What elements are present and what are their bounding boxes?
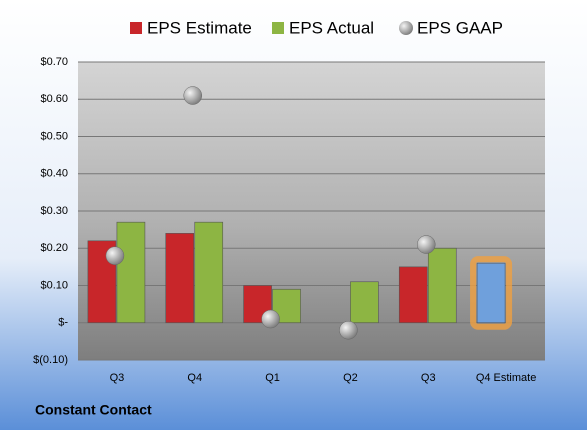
caption: Constant Contact (35, 402, 152, 418)
bar (476, 262, 506, 324)
y-tick-label: $0.50 (40, 130, 68, 142)
bar (116, 221, 146, 324)
y-tick-label: $0.30 (40, 205, 68, 217)
x-tick-label: Q3 (110, 372, 125, 384)
y-tick-label: $0.70 (40, 56, 68, 68)
bar (165, 233, 195, 324)
legend-marker (399, 21, 413, 35)
y-tick-label: $- (58, 317, 68, 329)
gaap-marker (417, 235, 436, 254)
gaap-marker (183, 86, 202, 105)
gaap-marker (105, 246, 125, 265)
legend-label: EPS Actual (289, 18, 374, 37)
y-tick-label: $0.10 (40, 279, 68, 291)
bar (87, 240, 117, 324)
x-tick-label: Q4 Estimate (476, 372, 537, 384)
x-tick-label: Q3 (421, 372, 436, 384)
x-tick-label: Q2 (343, 372, 358, 384)
y-tick-label: $0.20 (40, 242, 68, 254)
bar (350, 281, 379, 324)
legend-label: EPS Estimate (147, 18, 252, 37)
y-tick-label: $0.60 (40, 93, 68, 105)
legend-marker (130, 22, 142, 34)
highlight-glow (470, 256, 513, 330)
y-tick-label: $0.40 (40, 168, 68, 180)
bar (243, 285, 272, 324)
bar (398, 266, 428, 324)
x-tick-label: Q4 (187, 372, 202, 384)
legend-marker (272, 22, 284, 34)
legend-label: EPS GAAP (417, 18, 503, 37)
gaap-marker (339, 320, 358, 340)
gaap-marker (261, 309, 280, 329)
y-tick-label: $(0.10) (33, 354, 68, 366)
x-tick-label: Q1 (265, 372, 280, 384)
bar (194, 221, 224, 324)
bar (427, 247, 457, 324)
